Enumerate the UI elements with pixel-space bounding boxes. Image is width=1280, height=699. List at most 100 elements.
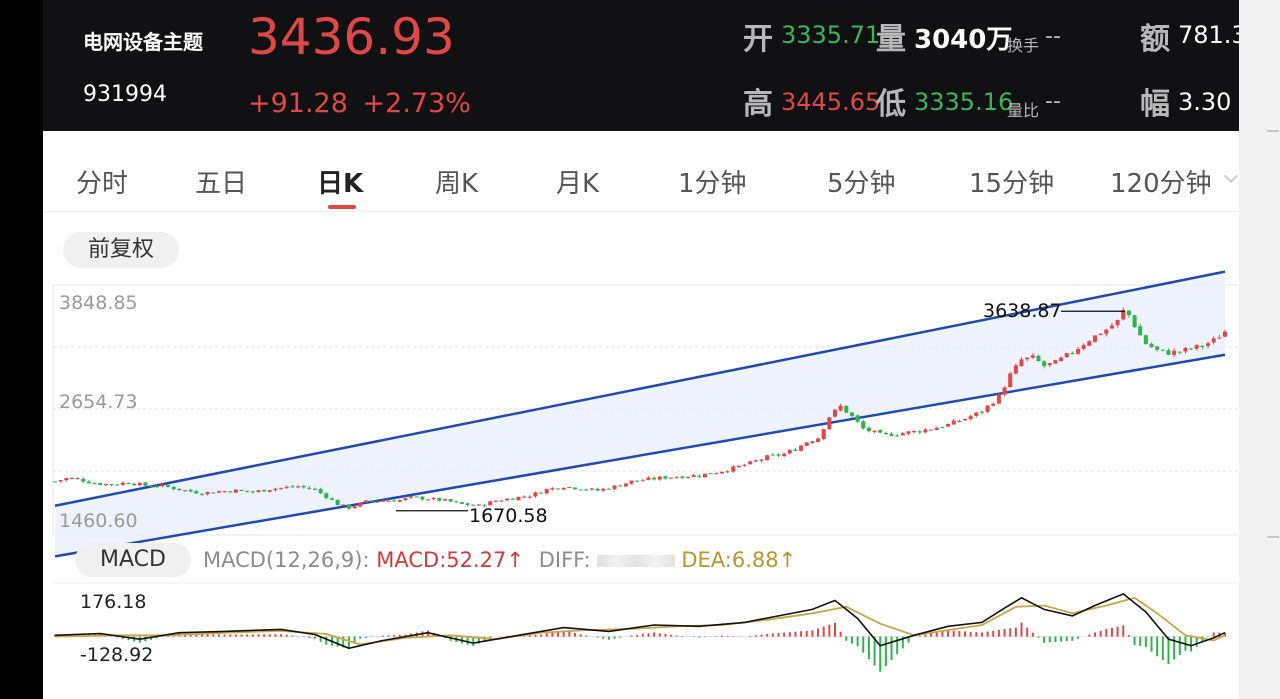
candle-up bbox=[657, 476, 662, 480]
candle-down bbox=[126, 483, 131, 485]
candle-down bbox=[392, 500, 397, 502]
candle-up bbox=[753, 460, 758, 462]
candle-up bbox=[714, 473, 719, 475]
candle-down bbox=[1155, 346, 1160, 350]
candle-down bbox=[335, 499, 340, 506]
candle-down bbox=[98, 483, 103, 485]
candle-up bbox=[1059, 357, 1064, 362]
candle-up bbox=[296, 486, 301, 488]
candle-up bbox=[205, 492, 210, 495]
candle-down bbox=[584, 489, 589, 491]
candle-down bbox=[861, 421, 866, 429]
candle-down bbox=[855, 415, 860, 422]
tab-daily-k[interactable]: 日K bbox=[317, 169, 364, 199]
candle-up bbox=[612, 485, 617, 489]
candle-up bbox=[279, 487, 284, 489]
candle-down bbox=[708, 473, 713, 475]
candle-up bbox=[1076, 348, 1081, 354]
candle-up bbox=[838, 405, 843, 411]
candle-up bbox=[1211, 338, 1216, 343]
candle-up bbox=[1217, 337, 1222, 339]
candle-up bbox=[946, 423, 951, 427]
candle-up bbox=[923, 429, 928, 433]
candle-down bbox=[618, 485, 623, 487]
open-value: 3335.71 bbox=[781, 21, 881, 49]
adjust-mode-button[interactable]: 前复权 bbox=[63, 232, 179, 268]
candle-up bbox=[1183, 347, 1188, 352]
change-percent: +2.73% bbox=[362, 88, 471, 119]
price-change: +91.28 +2.73% bbox=[248, 88, 471, 119]
candle-up bbox=[821, 429, 826, 440]
side-divider bbox=[1267, 130, 1279, 132]
candle-down bbox=[572, 487, 578, 490]
candle-down bbox=[595, 488, 600, 491]
candle-up bbox=[906, 431, 911, 434]
kline-chart[interactable] bbox=[43, 0, 1239, 699]
candle-up bbox=[488, 501, 493, 506]
candle-up bbox=[1030, 355, 1035, 358]
candle-up bbox=[991, 403, 996, 406]
price-tick-min: 1460.60 bbox=[59, 510, 138, 532]
macd-value: MACD:52.27↑ bbox=[376, 548, 525, 572]
candle-down bbox=[239, 489, 244, 491]
tab-5-minute[interactable]: 5分钟 bbox=[827, 169, 896, 199]
candle-down bbox=[199, 493, 204, 495]
amplitude-value: 3.30 bbox=[1178, 88, 1232, 116]
candle-up bbox=[533, 492, 538, 497]
candle-up bbox=[686, 476, 691, 478]
tab-weekly-k[interactable]: 周K bbox=[435, 169, 479, 199]
candle-up bbox=[1019, 359, 1024, 367]
candle-down bbox=[109, 484, 114, 486]
candle-down bbox=[539, 492, 544, 494]
candle-down bbox=[663, 476, 668, 479]
candle-down bbox=[606, 488, 611, 490]
tab-intraday[interactable]: 分时 bbox=[76, 169, 129, 199]
candle-down bbox=[844, 405, 849, 413]
candle-up bbox=[765, 455, 770, 461]
open-label: 开 bbox=[743, 22, 773, 57]
volume-label: 量 bbox=[876, 22, 906, 57]
candle-down bbox=[92, 483, 97, 485]
candle-down bbox=[578, 489, 583, 491]
candle-up bbox=[623, 483, 628, 487]
candle-down bbox=[1143, 335, 1148, 345]
candle-down bbox=[895, 435, 900, 437]
tab-120-minute[interactable]: 120分钟 bbox=[1110, 169, 1212, 199]
candle-down bbox=[188, 489, 193, 492]
candle-down bbox=[482, 504, 487, 506]
candle-up bbox=[567, 487, 572, 489]
high-label: 高 bbox=[743, 87, 773, 122]
candle-down bbox=[420, 496, 425, 500]
candle-up bbox=[505, 498, 510, 501]
candle-up bbox=[759, 459, 764, 461]
candle-up bbox=[702, 473, 708, 478]
candle-down bbox=[228, 491, 233, 493]
candle-down bbox=[697, 475, 702, 477]
price-tick-max: 3848.85 bbox=[59, 292, 138, 314]
tab-15-minute[interactable]: 15分钟 bbox=[969, 169, 1055, 199]
candle-down bbox=[889, 433, 894, 436]
active-tab-indicator bbox=[328, 205, 356, 209]
candle-up bbox=[1008, 373, 1013, 388]
last-price: 3436.93 bbox=[248, 8, 455, 66]
candle-up bbox=[58, 480, 63, 482]
lower-trend-line bbox=[54, 353, 1226, 558]
diff-line bbox=[54, 592, 1226, 650]
candle-up bbox=[669, 477, 674, 479]
candle-up bbox=[996, 394, 1001, 404]
candle-down bbox=[776, 454, 781, 456]
tab-five-day[interactable]: 五日 bbox=[195, 169, 248, 199]
candle-up bbox=[137, 482, 142, 486]
max-price-annotation: 3638.87 bbox=[983, 300, 1062, 322]
volume-ratio-value: -- bbox=[1045, 89, 1061, 114]
indicator-selector-button[interactable]: MACD bbox=[75, 543, 191, 577]
candle-down bbox=[346, 504, 351, 509]
tab-1-minute[interactable]: 1分钟 bbox=[678, 169, 747, 199]
candle-down bbox=[770, 454, 775, 456]
candle-up bbox=[284, 486, 289, 488]
candle-down bbox=[471, 504, 476, 506]
candle-down bbox=[324, 493, 329, 499]
candle-up bbox=[1206, 343, 1211, 346]
candle-down bbox=[849, 412, 854, 416]
tab-monthly-k[interactable]: 月K bbox=[556, 169, 600, 199]
